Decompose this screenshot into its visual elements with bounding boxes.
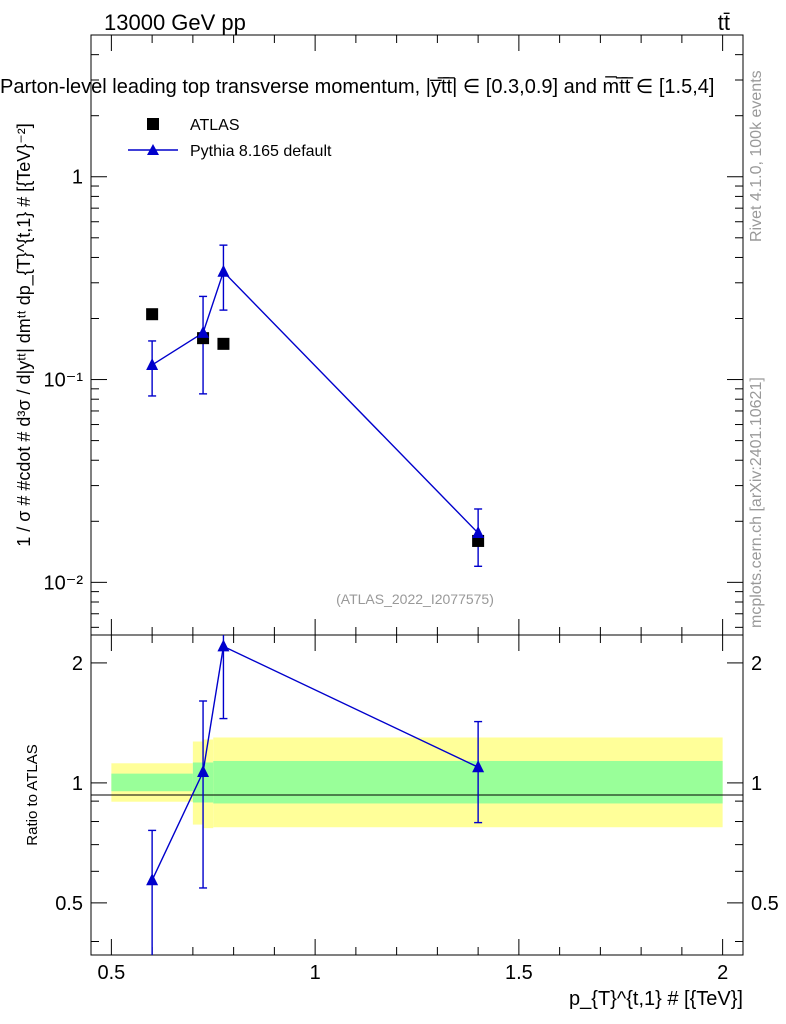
- main-data-point: [146, 308, 159, 321]
- ratio-y-tick-label-right: 2: [751, 653, 762, 675]
- ratio-band-inner: [203, 762, 214, 803]
- ratio-band-inner: [213, 760, 723, 804]
- plot-title: Parton-level leading top transverse mome…: [0, 75, 714, 98]
- main-frame: [90, 34, 744, 636]
- analysis-watermark: (ATLAS_2022_I2077575): [336, 591, 494, 607]
- ratio-frame: [90, 634, 744, 956]
- legend-mc-label: Pythia 8.165 default: [190, 143, 332, 160]
- ratio-y-tick-label-left: 2: [72, 653, 83, 675]
- main-mc-point: [217, 264, 230, 277]
- ratio-series: [146, 635, 485, 955]
- x-tick-label: 0.5: [97, 962, 125, 984]
- ratio-mc-line: [151, 645, 479, 881]
- x-tick-label: 2: [717, 962, 728, 984]
- mcplots-label: mcplots.cern.ch [arXiv:2401.10621]: [748, 377, 765, 628]
- ratio-mc-point: [146, 873, 159, 886]
- ratio-y-axis-label: Ratio to ATLAS: [24, 744, 41, 845]
- ratio-uncertainty-bands: [111, 737, 723, 829]
- main-axis-ticks: 10⁻² 10⁻¹ 1: [44, 34, 743, 635]
- x-tick-label: 1: [310, 962, 321, 984]
- main-mc-line: [151, 270, 479, 534]
- main-y-tick-label: 10⁻¹: [44, 370, 84, 392]
- ratio-y-tick-label-left: 1: [72, 773, 83, 795]
- ratio-axis-ticks: 0.5 0.5 1 1 2 2 0.5 1 1.5 2: [55, 635, 779, 984]
- main-mc-point: [146, 357, 159, 370]
- ratio-mc-point: [472, 760, 485, 773]
- main-panel: 10⁻² 10⁻¹ 1 (ATLAS_2022_I2077575) 1 / σ # …: [14, 34, 744, 636]
- main-y-tick-label: 10⁻²: [44, 572, 84, 594]
- main-mc-point: [472, 526, 485, 539]
- ratio-y-tick-label-left: 0.5: [55, 893, 83, 915]
- x-tick-label: 1.5: [505, 962, 533, 984]
- ratio-mc-point: [197, 764, 210, 777]
- ratio-mc-point: [217, 639, 230, 652]
- legend: ATLAS Pythia 8.165 default: [128, 117, 332, 160]
- main-series: [146, 244, 485, 567]
- x-axis-label: p_{T}^{t,1} # [{TeV}]: [569, 988, 743, 1010]
- main-data-point: [217, 337, 230, 350]
- legend-mc-marker: [147, 144, 159, 155]
- energy-label: 13000 GeV pp: [104, 10, 246, 35]
- ratio-panel: 0.5 0.5 1 1 2 2 0.5 1 1.5 2 Ratio to ATLAS p_{T}^…: [24, 634, 779, 1010]
- ratio-y-tick-label-right: 1: [751, 773, 762, 795]
- process-label: tt̄: [718, 10, 730, 35]
- main-mc-point: [197, 325, 210, 338]
- ratio-y-tick-label-right: 0.5: [751, 893, 779, 915]
- rivet-label: Rivet 4.1.0, 100k events: [748, 70, 765, 242]
- main-y-axis-label: 1 / σ # #cdot # d³σ / d|yᵗᵗ| dmᵗᵗ dp_{T}…: [14, 123, 35, 547]
- legend-data-label: ATLAS: [190, 117, 240, 134]
- main-y-tick-label: 1: [72, 167, 83, 189]
- legend-data-marker: [147, 118, 159, 130]
- ratio-band-inner: [111, 773, 193, 792]
